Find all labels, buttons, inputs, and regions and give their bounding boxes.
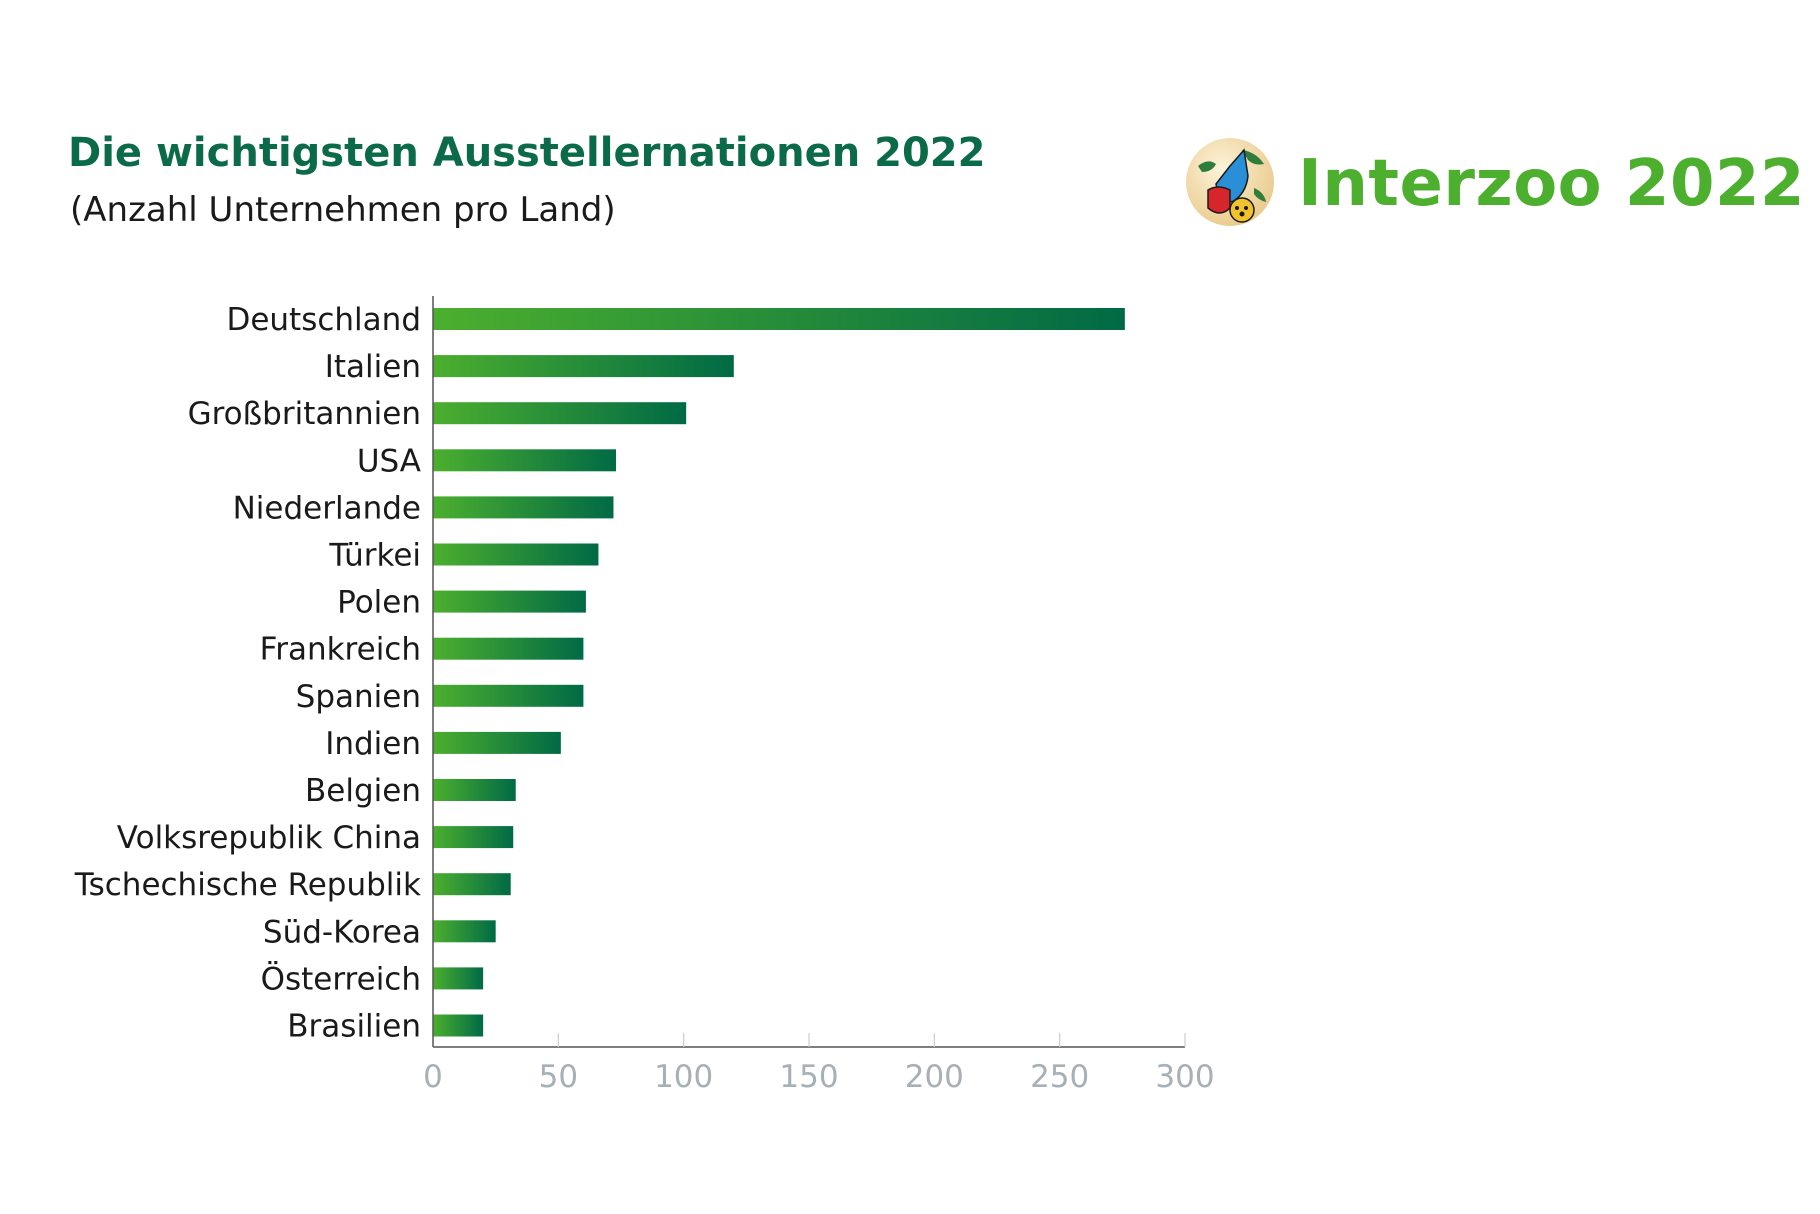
category-label: Belgien — [305, 773, 421, 809]
chart-subtitle: (Anzahl Unternehmen pro Land) — [70, 190, 616, 230]
interzoo-logo: Interzoo 2022 — [1180, 136, 1805, 232]
x-tick-label: 0 — [423, 1059, 443, 1095]
globe-bird-bear-icon — [1186, 138, 1274, 226]
bar-niederlande — [433, 496, 614, 519]
category-label: USA — [357, 443, 421, 479]
logo-text: Interzoo 2022 — [1298, 147, 1806, 221]
category-label: Süd-Korea — [263, 914, 421, 950]
bar-süd-korea — [433, 920, 496, 943]
category-label: Niederlande — [233, 490, 421, 526]
bar-brasilien — [433, 1014, 484, 1037]
bar-belgien — [433, 779, 516, 801]
category-label: Indien — [325, 726, 421, 762]
category-labels-layer: Deutschland Italien Großbritannien USA Niede… — [74, 302, 421, 1045]
category-label: Deutschland — [226, 302, 421, 338]
category-label: Frankreich — [260, 632, 421, 668]
category-label: Italien — [325, 349, 421, 385]
bar-polen — [433, 590, 586, 613]
bar-spanien — [433, 684, 584, 707]
bar-usa — [433, 449, 616, 472]
bar-volksrepublik-china — [433, 826, 514, 849]
category-label: Türkei — [328, 538, 421, 574]
x-tick-label: 100 — [654, 1059, 713, 1095]
bar-österreich — [433, 967, 484, 990]
x-axis: 0 50 100 150 200 250 300 — [423, 296, 1215, 1095]
bar-türkei — [433, 543, 599, 566]
x-tick-label: 300 — [1155, 1059, 1214, 1095]
x-tick-label: 250 — [1030, 1059, 1089, 1095]
bar-deutschland — [433, 308, 1125, 330]
category-label: Österreich — [261, 960, 421, 997]
chart-title: Die wichtigsten Ausstellernationen 2022 — [68, 130, 986, 176]
x-tick-label: 150 — [779, 1059, 838, 1095]
category-label: Polen — [337, 585, 421, 621]
x-tick-label: 50 — [539, 1059, 578, 1095]
bar-indien — [433, 731, 561, 754]
bar-großbritannien — [433, 402, 687, 425]
bars-layer — [433, 308, 1125, 1037]
bar-frankreich — [433, 637, 584, 660]
bar-italien — [433, 355, 734, 378]
category-label: Großbritannien — [188, 396, 421, 432]
category-label: Brasilien — [287, 1009, 421, 1045]
category-label: Volksrepublik China — [117, 820, 421, 856]
bar-tschechische-republik — [433, 873, 511, 896]
category-label: Tschechische Republik — [74, 867, 421, 903]
x-tick-label: 200 — [905, 1059, 964, 1095]
category-label: Spanien — [296, 679, 421, 715]
